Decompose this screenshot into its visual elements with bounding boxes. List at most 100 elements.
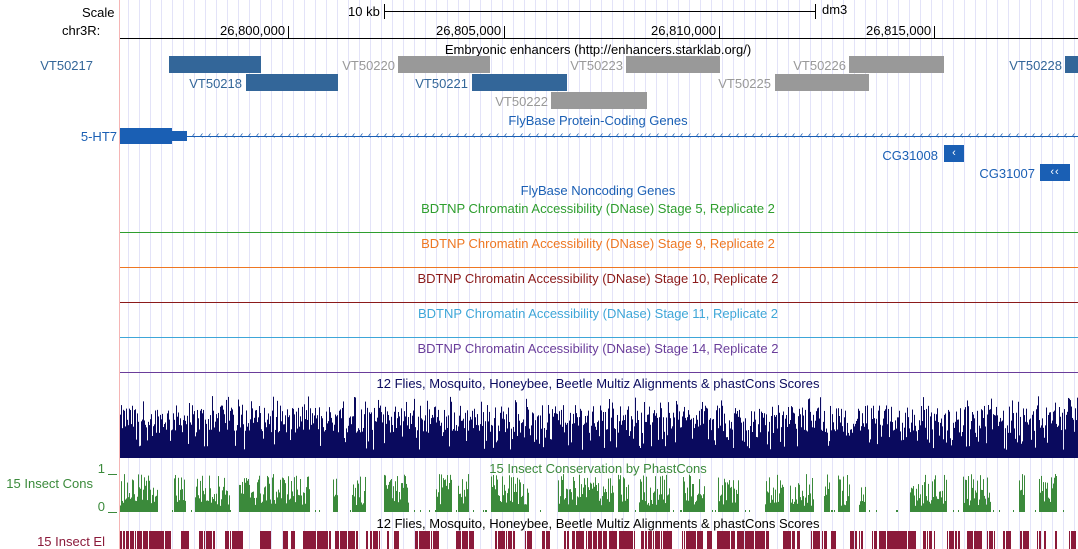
multiz-signal-bar bbox=[662, 439, 663, 458]
cons-signal-bar bbox=[945, 500, 946, 512]
cons-signal-bar bbox=[772, 499, 773, 512]
cons-signal-bar bbox=[863, 494, 864, 512]
multiz-signal-bar bbox=[1009, 406, 1010, 458]
multiz-signal-bar bbox=[934, 413, 935, 458]
enhancer-label-vt50223[interactable]: VT50223 bbox=[570, 58, 623, 73]
enhancer-label-vt50228[interactable]: VT50228 bbox=[1009, 58, 1062, 73]
element-block bbox=[565, 531, 566, 549]
cons-signal-bar bbox=[185, 500, 186, 512]
gene-cg31008[interactable]: ‹ bbox=[944, 145, 964, 162]
multiz-signal-bar bbox=[696, 415, 697, 458]
element-block bbox=[499, 531, 500, 549]
enhancer-vt50217[interactable] bbox=[169, 56, 261, 73]
cons-signal-bar bbox=[654, 491, 655, 512]
enhancer-label-vt50220[interactable]: VT50220 bbox=[342, 58, 395, 73]
element-block bbox=[914, 531, 915, 549]
dnase-stage5-signal[interactable] bbox=[120, 232, 1078, 233]
enhancer-label-vt50218[interactable]: VT50218 bbox=[189, 76, 242, 91]
multiz-signal-bar bbox=[803, 415, 804, 458]
multiz-signal-bar bbox=[186, 424, 187, 458]
multiz-signal-bar bbox=[288, 417, 289, 458]
enhancer-label-vt50225[interactable]: VT50225 bbox=[718, 76, 771, 91]
enhancer-vt50226[interactable] bbox=[849, 56, 944, 73]
elements-track-label[interactable]: 15 Insect El bbox=[37, 534, 105, 549]
cons-signal-bar bbox=[795, 487, 796, 512]
cons-signal-bar bbox=[1050, 501, 1051, 512]
cons-signal-bar bbox=[335, 494, 336, 512]
multiz-signal-bar bbox=[609, 399, 610, 458]
multiz-signal-bar bbox=[437, 417, 438, 458]
multiz-signal-bar bbox=[948, 409, 949, 458]
dnase-stage10-title[interactable]: BDTNP Chromatin Accessibility (DNase) St… bbox=[417, 271, 779, 286]
element-block bbox=[503, 531, 504, 549]
multiz-signal-bar bbox=[481, 401, 482, 458]
enhancer-label-vt50226[interactable]: VT50226 bbox=[793, 58, 846, 73]
enhancer-label-vt50221[interactable]: VT50221 bbox=[415, 76, 468, 91]
noncoding-genes-track-title[interactable]: FlyBase Noncoding Genes bbox=[520, 183, 676, 198]
dnase-stage14-signal[interactable] bbox=[120, 372, 1078, 373]
guide-line bbox=[502, 0, 503, 549]
coding-genes-track-title[interactable]: FlyBase Protein-Coding Genes bbox=[508, 113, 688, 128]
enhancer-vt50223[interactable] bbox=[626, 56, 720, 73]
cons-signal-bar bbox=[467, 489, 468, 512]
gene-cg31007[interactable]: ‹‹ bbox=[1040, 164, 1070, 181]
element-block bbox=[767, 531, 768, 549]
cons-signal-bar bbox=[605, 488, 606, 512]
multiz-signal-bar bbox=[345, 442, 346, 458]
enhancer-vt50222[interactable] bbox=[551, 92, 647, 109]
gene-5-ht7-intron[interactable] bbox=[187, 136, 1078, 137]
element-block bbox=[313, 531, 314, 549]
cons-signal-bar bbox=[361, 502, 362, 512]
dnase-stage11-signal[interactable] bbox=[120, 337, 1078, 338]
multiz-signal-bar bbox=[892, 422, 893, 458]
enhancer-label-vt50217[interactable]: VT50217 bbox=[40, 58, 93, 73]
element-block bbox=[890, 531, 891, 549]
enhancer-vt50218[interactable] bbox=[246, 74, 338, 91]
guide-line bbox=[700, 0, 701, 549]
element-block bbox=[395, 531, 396, 549]
element-block bbox=[423, 531, 424, 549]
dnase-stage5-title[interactable]: BDTNP Chromatin Accessibility (DNase) St… bbox=[421, 201, 775, 216]
multiz-signal-bar bbox=[826, 428, 827, 458]
cons-track-label[interactable]: 15 Insect Cons bbox=[6, 476, 93, 491]
enhancer-vt50220[interactable] bbox=[398, 56, 490, 73]
gene-label-cg31008[interactable]: CG31008 bbox=[882, 148, 938, 163]
multiz-signal-bar bbox=[900, 431, 901, 458]
gene-5-ht7-thick-exon[interactable] bbox=[120, 128, 172, 144]
enhancer-vt50225[interactable] bbox=[775, 74, 869, 91]
multiz-signal-bar bbox=[180, 418, 181, 458]
dnase-stage11-title[interactable]: BDTNP Chromatin Accessibility (DNase) St… bbox=[417, 306, 779, 321]
cons-signal-bar bbox=[269, 483, 270, 512]
elements-track-title[interactable]: 12 Flies, Mosquito, Honeybee, Beetle Mul… bbox=[376, 516, 820, 531]
dnase-stage9-title[interactable]: BDTNP Chromatin Accessibility (DNase) St… bbox=[421, 236, 775, 251]
gene-label-cg31007[interactable]: CG31007 bbox=[979, 166, 1035, 181]
enhancer-track-title[interactable]: Embryonic enhancers (http://enhancers.st… bbox=[444, 42, 752, 57]
multiz-signal-bar bbox=[542, 405, 543, 458]
multiz-signal-bar bbox=[203, 409, 204, 458]
multiz-track-title[interactable]: 12 Flies, Mosquito, Honeybee, Beetle Mul… bbox=[376, 376, 820, 391]
cons-track-title[interactable]: 15 Insect Conservation by PhastCons bbox=[489, 461, 707, 476]
cons-signal-bar bbox=[139, 487, 140, 512]
multiz-signal-bar bbox=[275, 429, 276, 458]
enhancer-vt50221[interactable] bbox=[472, 74, 567, 91]
element-block bbox=[792, 531, 793, 549]
multiz-signal-bar bbox=[317, 415, 318, 458]
enhancer-label-vt50222[interactable]: VT50222 bbox=[495, 94, 548, 109]
dnase-stage14-title[interactable]: BDTNP Chromatin Accessibility (DNase) St… bbox=[417, 341, 779, 356]
cons-signal-bar bbox=[770, 502, 771, 512]
gene-label-5-ht7[interactable]: 5-HT7 bbox=[80, 129, 117, 144]
cons-signal-bar bbox=[511, 477, 512, 512]
guide-line bbox=[535, 0, 536, 549]
dnase-stage9-signal[interactable] bbox=[120, 267, 1078, 268]
element-block bbox=[370, 531, 371, 549]
cons-signal-bar bbox=[239, 484, 240, 512]
cons-signal-bar bbox=[963, 476, 964, 512]
multiz-signal-bar bbox=[991, 398, 992, 458]
dnase-stage10-signal[interactable] bbox=[120, 302, 1078, 303]
cons-signal-bar bbox=[643, 475, 644, 512]
enhancer-vt50228[interactable] bbox=[1065, 56, 1078, 73]
guide-line bbox=[854, 0, 855, 549]
gene-5-ht7-utr[interactable] bbox=[172, 131, 187, 141]
